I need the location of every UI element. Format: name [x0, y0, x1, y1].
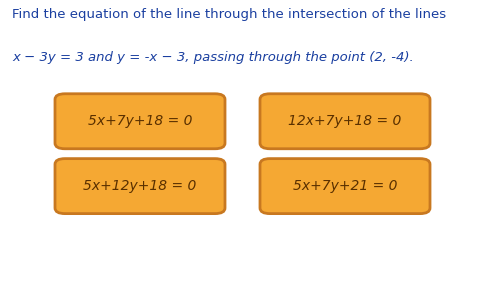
Text: x − 3y = 3 and y = -x − 3, passing through the point (2, -4).: x − 3y = 3 and y = -x − 3, passing throu…: [12, 51, 414, 64]
FancyBboxPatch shape: [55, 94, 225, 149]
FancyBboxPatch shape: [260, 94, 430, 149]
Text: 12x+7y+18 = 0: 12x+7y+18 = 0: [288, 114, 402, 128]
Text: 5x+12y+18 = 0: 5x+12y+18 = 0: [84, 179, 196, 193]
Text: 5x+7y+21 = 0: 5x+7y+21 = 0: [293, 179, 397, 193]
FancyBboxPatch shape: [260, 158, 430, 214]
FancyBboxPatch shape: [55, 158, 225, 214]
Text: 5x+7y+18 = 0: 5x+7y+18 = 0: [88, 114, 192, 128]
Text: Find the equation of the line through the intersection of the lines: Find the equation of the line through th…: [12, 8, 446, 21]
